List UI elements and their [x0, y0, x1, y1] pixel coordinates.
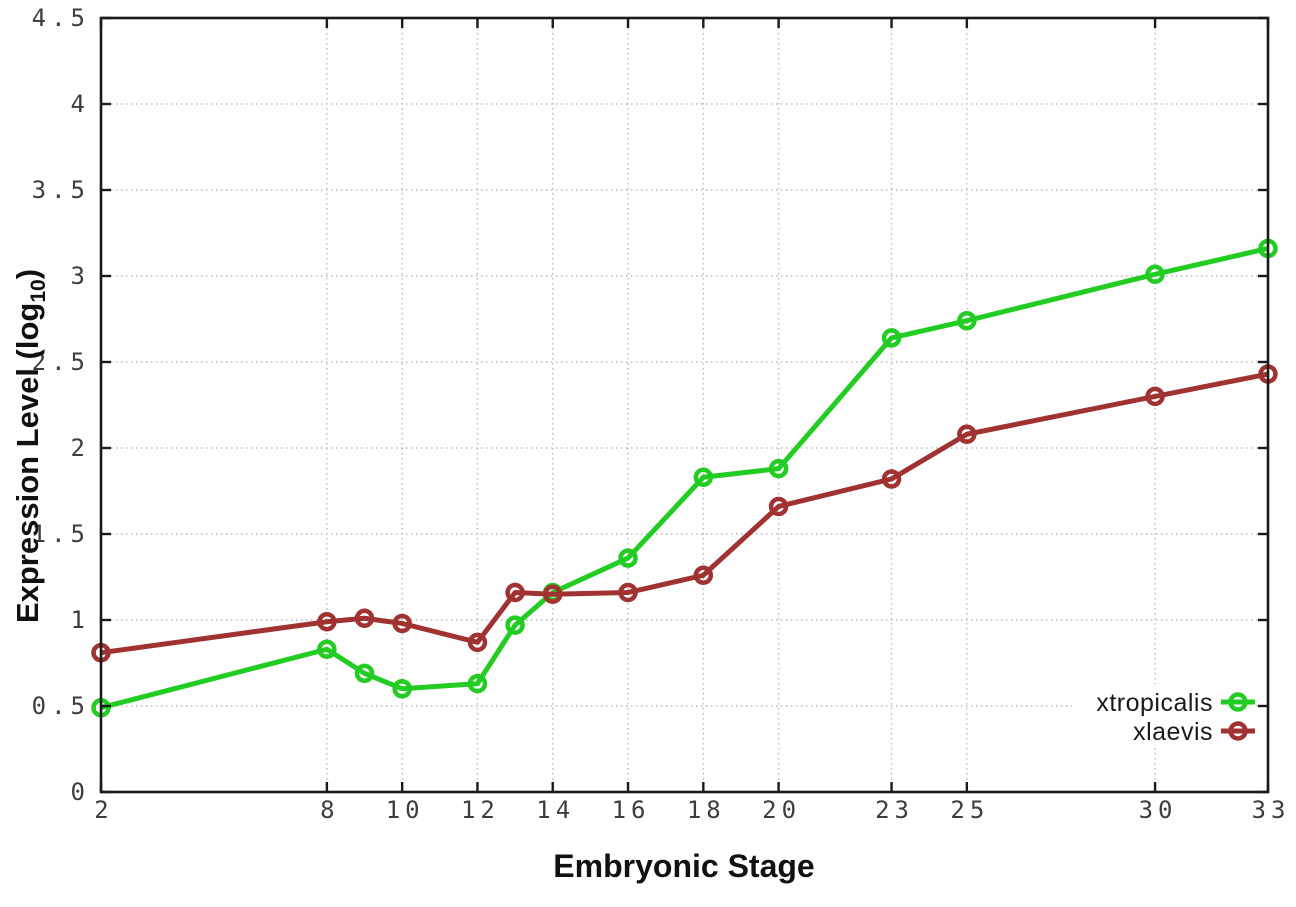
- xtropicalis-data-point-marker: [693, 467, 714, 487]
- y-tick-label: 2: [71, 434, 90, 462]
- axis-tick-marks: [99, 16, 1270, 794]
- xlaevis-data-point-marker: [317, 611, 337, 632]
- y-tick-label: 4: [71, 90, 90, 118]
- xlaevis-data-point-marker: [354, 608, 375, 629]
- x-tick-label: 12: [461, 796, 500, 824]
- x-axis-title: Embryonic Stage: [553, 848, 814, 884]
- y-tick-label: 3: [71, 262, 90, 290]
- xlaevis-data-point-marker: [542, 584, 563, 604]
- xlaevis-data-point-marker: [505, 582, 525, 603]
- xtropicalis-data-point-marker: [317, 639, 337, 659]
- xlaevis-data-point-marker: [957, 424, 977, 444]
- legend-label-xlaevis: xlaevis: [1133, 718, 1213, 746]
- x-tick-label: 10: [386, 796, 425, 824]
- y-axis-title-main: Expression Level (log: [10, 303, 45, 623]
- y-axis-title: Expression Level (log10): [10, 269, 50, 623]
- y-tick-label: 4.5: [32, 4, 90, 32]
- xtropicalis-data-point-marker: [957, 310, 977, 331]
- series-xtropicalis: [91, 238, 1278, 718]
- xlaevis-data-point-marker: [768, 496, 789, 517]
- y-tick-label: 1.5: [32, 520, 90, 548]
- xlaevis-line: [100, 371, 1269, 656]
- xlaevis-data-point-marker: [881, 469, 902, 489]
- xtropicalis-data-point-marker: [467, 673, 488, 694]
- x-tick-label: 33: [1252, 796, 1291, 824]
- xlaevis-data-point-marker: [693, 565, 714, 586]
- y-axis-title-suffix: ): [10, 269, 45, 279]
- xtropicalis-line: [100, 246, 1269, 711]
- chart-text-layer: Embryonic Stage Expression Level (log10)…: [10, 269, 1213, 884]
- legend-sample-marker-xlaevis: [1228, 721, 1248, 741]
- xlaevis-data-point-marker: [1145, 386, 1165, 407]
- legend-sample-marker-xtropicalis: [1228, 692, 1248, 712]
- xtropicalis-data-point-marker: [354, 663, 375, 684]
- y-tick-label: 3.5: [32, 176, 90, 204]
- xtropicalis-data-point-marker: [505, 615, 525, 635]
- y-tick-labels: 0 0.5 1 1.5 2 2.5 3 3.5 4 4.5: [32, 4, 90, 806]
- x-tick-label: 18: [687, 796, 726, 824]
- series-xlaevis: [91, 364, 1278, 663]
- x-tick-label: 8: [320, 796, 339, 824]
- x-tick-labels: 2 8 10 12 14 16 18 20 23 25 30 33: [94, 796, 1291, 824]
- y-tick-label: 1: [71, 606, 90, 634]
- xtropicalis-data-point-marker: [768, 458, 789, 479]
- xlaevis-data-point-marker: [618, 582, 638, 603]
- chart-graphics-layer: 2 8 10 12 14 16 18 20 23 25 30 33 0 0.5 1 1.5 2 2.5 3 3.5 4 4…: [32, 4, 1291, 824]
- y-tick-label: 0.5: [32, 692, 90, 720]
- x-tick-label: 2: [94, 796, 113, 824]
- y-tick-label: 2.5: [32, 348, 90, 376]
- xlaevis-data-point-marker: [392, 613, 412, 634]
- xtropicalis-data-point-marker: [392, 679, 412, 699]
- x-tick-label: 14: [536, 796, 575, 824]
- xlaevis-data-point-marker: [467, 632, 488, 653]
- x-tick-label: 30: [1139, 796, 1178, 824]
- gridlines: [100, 17, 1269, 793]
- xtropicalis-data-point-marker: [618, 548, 638, 568]
- x-tick-label: 16: [612, 796, 651, 824]
- xtropicalis-data-point-marker: [1145, 264, 1165, 285]
- xtropicalis-data-point-marker: [881, 328, 902, 348]
- legend: [1221, 692, 1255, 741]
- y-tick-label: 0: [71, 778, 90, 806]
- legend-label-xtropicalis: xtropicalis: [1096, 689, 1213, 717]
- x-tick-label: 25: [950, 796, 989, 824]
- x-tick-label: 20: [762, 796, 801, 824]
- plot-border: [99, 16, 1270, 794]
- x-tick-label: 23: [875, 796, 914, 824]
- y-axis-title-subscript: 10: [27, 279, 50, 302]
- legend-backing: [1072, 684, 1256, 746]
